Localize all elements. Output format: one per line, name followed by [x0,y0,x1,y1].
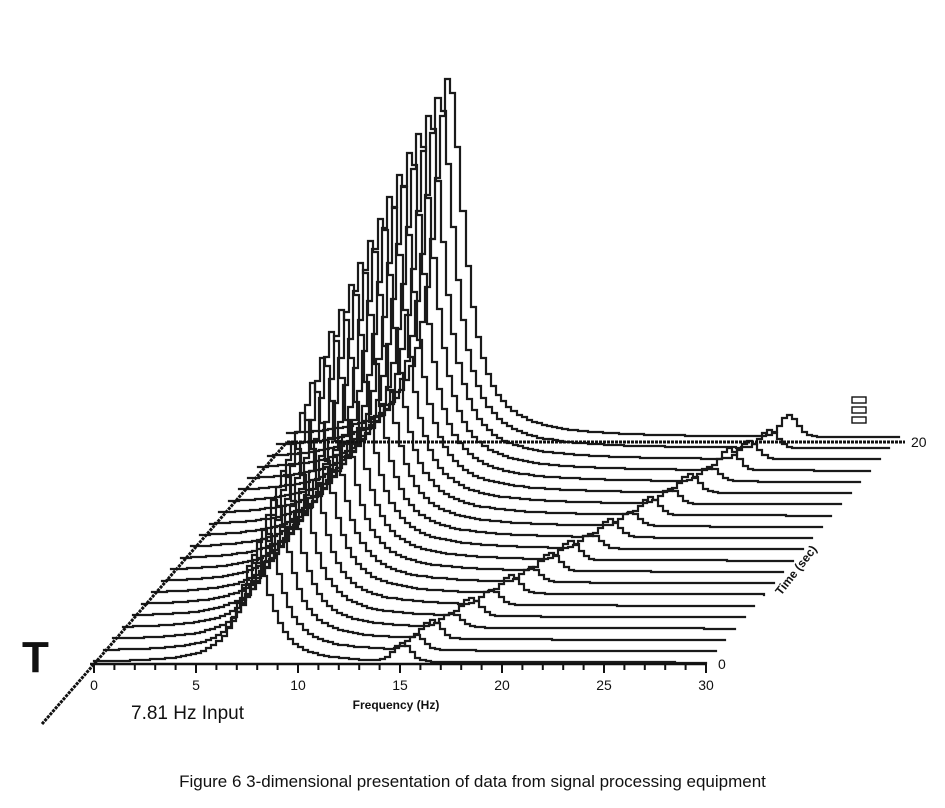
spectrum-trace-t15 [237,173,853,495]
spectrum-trace-t14 [227,195,843,506]
frequency-tick-label: 25 [596,677,612,693]
frequency-tick-label: 20 [494,677,510,693]
spectrum-trace-t2 [111,498,727,642]
time-axis-label: Time (sec) [772,543,819,598]
spectrum-trace-t6 [150,381,766,597]
time-tick-label: 20 [911,434,927,450]
spectrum-trace-t5 [140,411,756,608]
spectrum-trace-t3 [121,469,737,631]
legend-glyph [851,396,867,424]
figure-caption: Figure 6 3-dimensional presentation of d… [179,772,766,791]
spectrum-trace-t4 [131,440,747,619]
frequency-tick-label: 0 [90,677,98,693]
x-axis-label: Frequency (Hz) [353,698,440,712]
spectrum-trace-t8 [169,330,785,574]
spectrum-trace-t19 [275,96,891,450]
frequency-tick-label: 10 [290,677,306,693]
corner-mark: T [22,633,49,682]
spectrum-trace-t0 [92,553,708,665]
spectrum-trace-t1 [102,528,718,653]
frequency-tick-label: 15 [392,677,408,693]
frequency-tick-label: 5 [192,677,200,693]
spectrum-traces [92,77,901,665]
time-axis-line [40,441,289,725]
frequency-tick-label: 30 [698,677,714,693]
input-annotation: 7.81 Hz Input [131,703,245,724]
time-tick-label: 0 [718,656,726,672]
